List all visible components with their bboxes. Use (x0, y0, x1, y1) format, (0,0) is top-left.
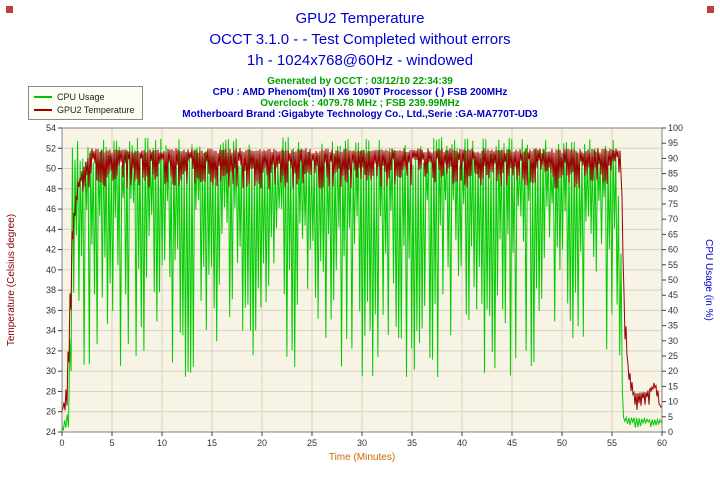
tick-label-left: 42 (46, 245, 56, 255)
corner-mark-top-left (6, 6, 13, 13)
tick-label-left: 46 (46, 204, 56, 214)
legend-label: CPU Usage (57, 91, 105, 102)
chart-legend: CPU Usage GPU2 Temperature (28, 86, 144, 120)
tick-label-left: 48 (46, 184, 56, 194)
tick-label-right: 65 (668, 229, 678, 239)
tick-label-right: 75 (668, 199, 678, 209)
info-line: Overclock : 4079.78 MHz ; FSB 239.99MHz (260, 98, 460, 109)
left-axis-label: Temperature (Celsius degree) (6, 214, 17, 346)
tick-label-right: 50 (668, 275, 678, 285)
tick-label-x: 35 (407, 438, 417, 448)
legend-label: GPU2 Temperature (57, 104, 135, 115)
info-line: CPU : AMD Phenom(tm) II X6 1090T Process… (212, 87, 508, 98)
tick-label-x: 5 (109, 438, 114, 448)
tick-label-left: 52 (46, 143, 56, 153)
tick-label-right: 0 (668, 427, 673, 437)
tick-label-right: 95 (668, 138, 678, 148)
tick-label-left: 30 (46, 366, 56, 376)
tick-label-left: 34 (46, 326, 56, 336)
tick-label-x: 20 (257, 438, 267, 448)
legend-swatch (34, 108, 52, 111)
right-axis-label: CPU Usage (in %) (703, 239, 714, 321)
tick-label-right: 80 (668, 184, 678, 194)
x-axis-label: Time (Minutes) (329, 452, 395, 463)
tick-label-x: 0 (59, 438, 64, 448)
legend-item: GPU2 Temperature (34, 103, 134, 116)
tick-label-right: 45 (668, 290, 678, 300)
tick-label-x: 55 (607, 438, 617, 448)
tick-label-right: 55 (668, 260, 678, 270)
tick-label-right: 15 (668, 381, 678, 391)
tick-label-left: 24 (46, 427, 56, 437)
tick-label-x: 30 (357, 438, 367, 448)
tick-label-left: 40 (46, 265, 56, 275)
tick-label-x: 15 (207, 438, 217, 448)
series-gpu2-temperature (61, 148, 663, 412)
tick-label-right: 25 (668, 351, 678, 361)
tick-label-right: 60 (668, 245, 678, 255)
test-config-line: 1h - 1024x768@60Hz - windowed (246, 52, 474, 69)
tick-label-x: 45 (507, 438, 517, 448)
tick-label-right: 20 (668, 366, 678, 376)
report-header: GPU2 Temperature OCCT 3.1.0 - - Test Com… (0, 8, 720, 120)
tick-label-x: 10 (157, 438, 167, 448)
info-line: Motherboard Brand :Gigabyte Technology C… (182, 109, 538, 120)
tick-label-left: 44 (46, 224, 56, 234)
tick-label-x: 50 (557, 438, 567, 448)
chart-title: GPU2 Temperature (295, 10, 425, 27)
test-status-line: OCCT 3.1.0 - - Test Completed without er… (209, 31, 511, 48)
tick-label-right: 100 (668, 123, 683, 133)
tick-label-left: 32 (46, 346, 56, 356)
corner-mark-top-right (707, 6, 714, 13)
system-info: Generated by OCCT : 03/12/10 22:34:39 CPU… (0, 76, 720, 120)
axis-ticks (58, 127, 666, 436)
tick-label-left: 38 (46, 285, 56, 295)
tick-label-right: 10 (668, 397, 678, 407)
tick-label-left: 36 (46, 305, 56, 315)
tick-label-right: 85 (668, 169, 678, 179)
tick-label-x: 25 (307, 438, 317, 448)
tick-label-left: 26 (46, 407, 56, 417)
tick-label-x: 60 (657, 438, 667, 448)
legend-swatch (34, 95, 52, 98)
tick-label-right: 40 (668, 305, 678, 315)
info-line: Generated by OCCT : 03/12/10 22:34:39 (267, 76, 453, 87)
tick-labels: 2426283032343638404244464850525405101520… (46, 123, 683, 448)
tick-label-right: 70 (668, 214, 678, 224)
tick-label-left: 54 (46, 123, 56, 133)
tick-label-right: 30 (668, 336, 678, 346)
tick-label-left: 50 (46, 164, 56, 174)
tick-label-left: 28 (46, 386, 56, 396)
tick-label-x: 40 (457, 438, 467, 448)
legend-item: CPU Usage (34, 90, 134, 103)
tick-label-right: 5 (668, 412, 673, 422)
tick-label-right: 35 (668, 321, 678, 331)
tick-label-right: 90 (668, 153, 678, 163)
